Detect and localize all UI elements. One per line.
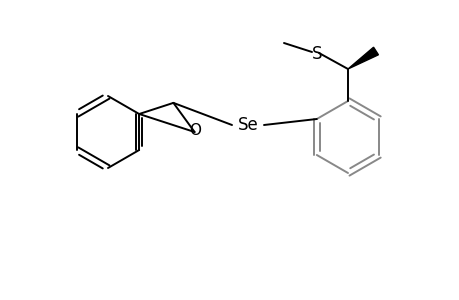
Text: O: O bbox=[189, 122, 201, 137]
Text: Se: Se bbox=[237, 116, 258, 134]
Text: S: S bbox=[311, 45, 322, 63]
Polygon shape bbox=[347, 47, 378, 69]
